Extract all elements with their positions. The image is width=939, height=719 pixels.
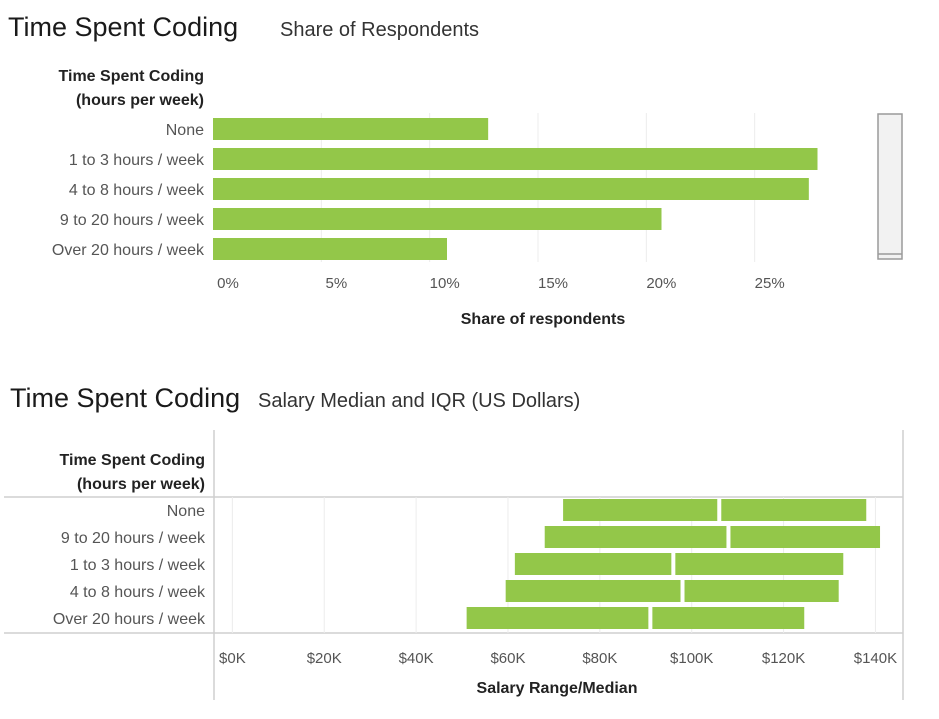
share-category-label: 4 to 8 hours / week: [69, 182, 205, 199]
salary-x-ticks: $0K $20K $40K $60K $80K $100K $120K $140K: [219, 650, 897, 667]
salary-upper-iqr-bar[interactable]: [652, 607, 805, 629]
share-scrollbar[interactable]: [877, 113, 903, 260]
share-row-header-line1: Time Spent Coding: [59, 68, 204, 85]
salary-category-label: 1 to 3 hours / week: [70, 557, 206, 574]
salary-upper-iqr-bar[interactable]: [675, 553, 844, 575]
salary-chart-subtitle: Salary Median and IQR (US Dollars): [258, 390, 580, 412]
salary-category-label: None: [167, 503, 205, 520]
share-chart: Time Spent Coding Share of Respondents T…: [8, 12, 903, 328]
salary-x-tick-label: $0K: [219, 650, 246, 667]
salary-category-labels: None 9 to 20 hours / week 1 to 3 hours / w…: [53, 503, 206, 628]
share-x-tick-label: 10%: [430, 275, 460, 292]
share-bars: [213, 118, 818, 260]
salary-x-tick-label: $120K: [762, 650, 805, 667]
share-category-label: None: [166, 122, 204, 139]
share-chart-subtitle: Share of Respondents: [280, 19, 479, 41]
share-x-ticks: 0% 5% 10% 15% 20% 25%: [217, 275, 785, 292]
salary-row-header-line2: (hours per week): [77, 476, 205, 493]
share-x-axis-title: Share of respondents: [461, 311, 626, 328]
share-x-tick-label: 5%: [325, 275, 347, 292]
share-bar[interactable]: [213, 148, 818, 170]
salary-x-tick-label: $100K: [670, 650, 713, 667]
salary-lower-iqr-bar[interactable]: [563, 499, 718, 521]
salary-category-label: Over 20 hours / week: [53, 611, 206, 628]
salary-bars: [466, 499, 881, 629]
share-category-labels: None 1 to 3 hours / week 4 to 8 hours / we…: [52, 122, 205, 259]
share-bar[interactable]: [213, 118, 489, 140]
salary-category-label: 4 to 8 hours / week: [70, 584, 206, 601]
salary-lower-iqr-bar[interactable]: [544, 526, 727, 548]
share-bar[interactable]: [213, 208, 662, 230]
salary-upper-iqr-bar[interactable]: [730, 526, 881, 548]
share-x-tick-label: 25%: [755, 275, 785, 292]
salary-lower-iqr-bar[interactable]: [514, 553, 672, 575]
salary-x-tick-label: $60K: [490, 650, 525, 667]
salary-x-tick-label: $20K: [307, 650, 342, 667]
share-x-tick-label: 0%: [217, 275, 239, 292]
salary-x-tick-label: $80K: [582, 650, 617, 667]
salary-category-label: 9 to 20 hours / week: [61, 530, 206, 547]
salary-chart: Time Spent Coding Salary Median and IQR …: [4, 383, 904, 700]
share-x-tick-label: 20%: [646, 275, 676, 292]
salary-lower-iqr-bar[interactable]: [505, 580, 681, 602]
salary-row-header-line1: Time Spent Coding: [60, 452, 205, 469]
salary-upper-iqr-bar[interactable]: [721, 499, 867, 521]
share-x-tick-label: 15%: [538, 275, 568, 292]
share-category-label: 1 to 3 hours / week: [69, 152, 205, 169]
share-category-label: Over 20 hours / week: [52, 242, 205, 259]
share-row-header-line2: (hours per week): [76, 92, 204, 109]
scrollbar-track[interactable]: [877, 113, 903, 260]
salary-x-tick-label: $140K: [854, 650, 897, 667]
share-bar[interactable]: [213, 238, 447, 260]
share-category-label: 9 to 20 hours / week: [60, 212, 205, 229]
salary-x-tick-label: $40K: [399, 650, 434, 667]
salary-chart-title: Time Spent Coding: [10, 383, 240, 413]
share-bar[interactable]: [213, 178, 809, 200]
share-chart-title: Time Spent Coding: [8, 12, 238, 42]
salary-lower-iqr-bar[interactable]: [466, 607, 649, 629]
salary-x-axis-title: Salary Range/Median: [477, 680, 638, 697]
salary-upper-iqr-bar[interactable]: [684, 580, 839, 602]
